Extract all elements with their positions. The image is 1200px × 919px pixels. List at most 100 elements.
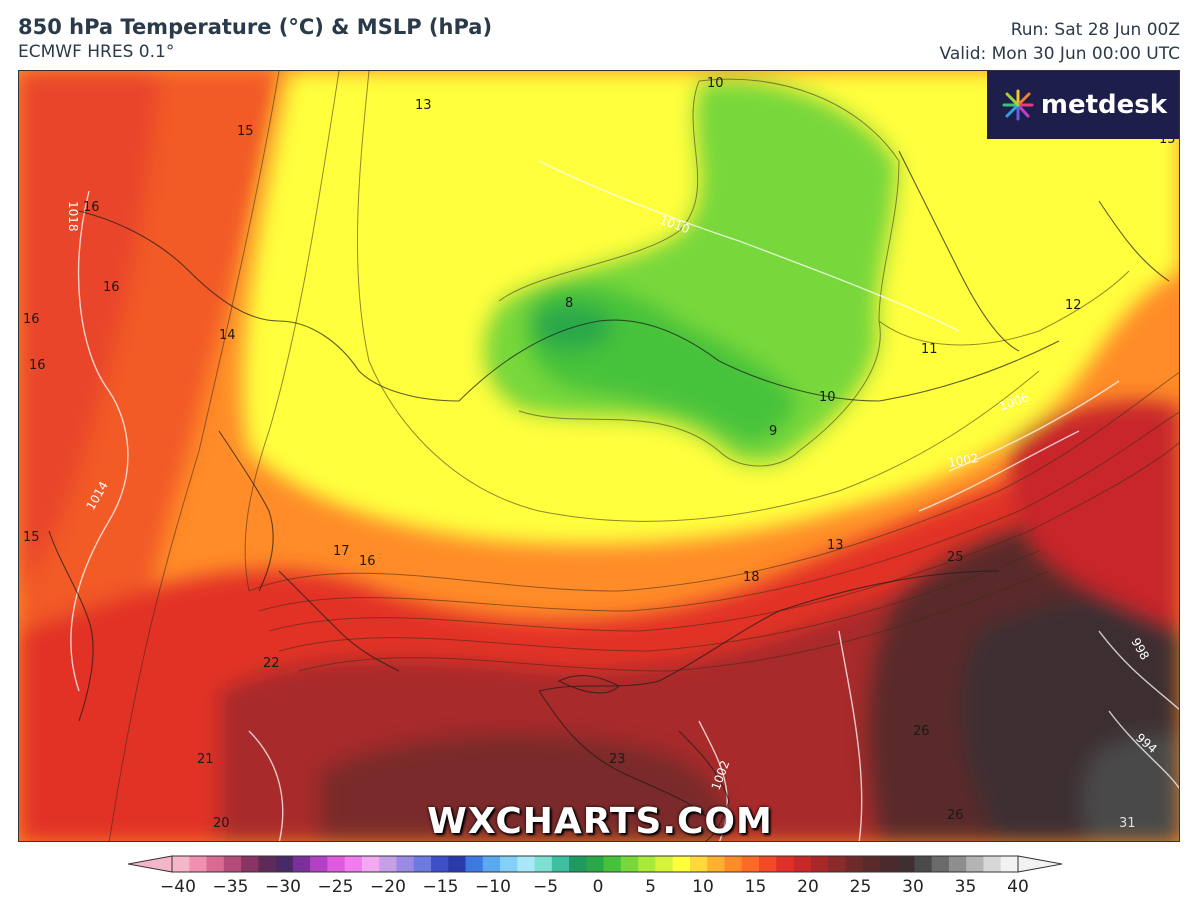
colorbar-cell: [413, 856, 432, 872]
temp-label: 20: [213, 816, 230, 831]
metdesk-logo: metdesk: [987, 71, 1179, 139]
colorbar-cell: [897, 856, 916, 872]
valid-time: Valid: Mon 30 Jun 00:00 UTC: [939, 44, 1180, 64]
colorbar-cell: [379, 856, 398, 872]
colorbar-cell: [569, 856, 587, 872]
colorbar-cell: [810, 856, 829, 872]
colorbar-tick-label: 20: [797, 877, 819, 897]
temp-label: 10: [707, 76, 724, 91]
colorbar-frame: [171, 855, 1019, 873]
colorbar-cell: [948, 856, 967, 872]
map-canvas: 13 15 16 16 16 16 14 8 10 11 10 9 12 15 …: [19, 71, 1179, 841]
weather-map[interactable]: 13 15 16 16 16 16 14 8 10 11 10 9 12 15 …: [18, 70, 1180, 842]
isobar-lines: [70, 160, 1179, 841]
colorbar-cell: [448, 856, 467, 872]
run-time: Run: Sat 28 Jun 00Z: [1010, 20, 1180, 40]
colorbar-tick-label: −5: [532, 877, 559, 897]
colorbar-cell: [292, 856, 311, 872]
temp-label: 16: [23, 312, 40, 327]
colorbar-cell: [707, 856, 726, 872]
temp-label: 16: [359, 554, 376, 569]
colorbar-cells: [172, 856, 1019, 872]
colorbar-max-arrow: [1017, 855, 1062, 873]
colorbar-cell: [828, 856, 846, 872]
colorbar-cell: [603, 856, 622, 872]
colorbar-cell: [310, 856, 328, 872]
colorbar-tick-label: −30: [265, 877, 301, 897]
chart-title: 850 hPa Temperature (°C) & MSLP (hPa): [18, 15, 493, 39]
temp-label: 12: [1065, 298, 1082, 313]
colorbar-cell: [500, 856, 518, 872]
temp-label: 8: [565, 296, 573, 311]
colorbar-cell: [879, 856, 898, 872]
temp-label: 10: [819, 390, 836, 405]
colorbar-tick-label: 40: [1007, 877, 1029, 897]
temperature-shading: [19, 71, 1179, 841]
colorbar-cell: [172, 856, 190, 872]
colorbar-cell: [586, 856, 605, 872]
colorbar-cell: [534, 856, 553, 872]
colorbar-cell: [189, 856, 208, 872]
colorbar-cell: [741, 856, 760, 872]
colorbar-tick-label: 0: [592, 877, 604, 897]
temp-label: 14: [219, 328, 236, 343]
colorbar-cell: [275, 856, 294, 872]
colorbar-tick-label: −20: [370, 877, 406, 897]
coastlines: [48, 150, 1170, 841]
temp-label: 25: [947, 550, 964, 565]
colorbar-cell: [206, 856, 225, 872]
colorbar-cell: [223, 856, 242, 872]
colorbar-cell: [862, 856, 881, 872]
temperature-label-group: 13 15 16 16 16 16 14 8 10 11 10 9 12 15 …: [23, 76, 1176, 831]
colorbar-tick-label: −15: [422, 877, 459, 897]
isotherm-lines: [108, 71, 1179, 841]
colorbar-cell: [620, 856, 639, 872]
colorbar-min-arrow: [128, 855, 173, 873]
colorbar-tick-labels: −40 −35 −30 −25 −20 −15 −10 −5 0 5 10 15 20 25 30 35 40: [0, 873, 1200, 903]
temp-label: 15: [237, 124, 254, 139]
colorbar-cell: [983, 856, 1002, 872]
colorbar-tick-label: 10: [692, 877, 714, 897]
temp-label: 26: [913, 724, 930, 739]
model-label: ECMWF HRES 0.1°: [18, 42, 175, 62]
colorbar-cell: [689, 856, 708, 872]
colorbar-tick-label: −10: [475, 877, 511, 897]
colorbar-tick-label: 25: [849, 877, 872, 897]
colorbar-cell: [258, 856, 277, 872]
colorbar-tick-label: 5: [645, 877, 656, 897]
temp-label: 23: [609, 752, 626, 767]
colorbar-tick-label: 30: [902, 877, 924, 897]
colorbar-cell: [966, 856, 985, 872]
colorbar-cell: [517, 856, 536, 872]
colorbar-tick-label: 15: [744, 877, 767, 897]
colorbar-cell: [396, 856, 415, 872]
temp-label: 17: [333, 544, 350, 559]
pressure-label: 1002: [947, 451, 980, 470]
colorbar-cell: [931, 856, 950, 872]
colorbar-cell: [344, 856, 363, 872]
temp-label: 13: [827, 538, 844, 553]
colorbar-cell: [759, 856, 777, 872]
colorbar-cell: [638, 856, 657, 872]
colorbar-cell: [241, 856, 259, 872]
wxcharts-watermark: WXCHARTS.COM: [427, 801, 773, 842]
colorbar-cell: [724, 856, 743, 872]
temp-label: 15: [23, 530, 40, 545]
temp-label: 18: [743, 570, 760, 585]
colorbar-cell: [776, 856, 795, 872]
temp-label: 11: [921, 342, 938, 357]
colorbar-tick-label: −25: [317, 877, 354, 897]
colorbar-cell: [482, 856, 501, 872]
colorbar-cell: [655, 856, 674, 872]
colorbar-cell: [793, 856, 812, 872]
colorbar-tick-label: 35: [954, 877, 977, 897]
colorbar-cell: [430, 856, 449, 872]
colorbar-tick-label: −40: [160, 877, 196, 897]
colorbar-cell: [327, 856, 346, 872]
colorbar-cell: [465, 856, 484, 872]
temp-label: 13: [415, 98, 432, 113]
temp-label: 9: [769, 424, 777, 439]
colorbar-cell: [1000, 856, 1019, 872]
temp-label: 26: [947, 808, 964, 823]
colorbar: [128, 855, 1062, 873]
